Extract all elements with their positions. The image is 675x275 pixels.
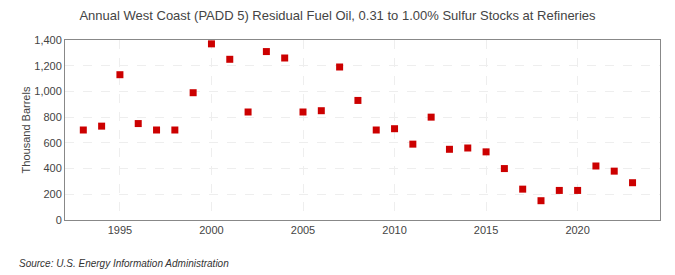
svg-text:2015: 2015	[474, 224, 498, 236]
svg-text:1,200: 1,200	[34, 60, 62, 72]
svg-text:Annual West Coast (PADD 5) Res: Annual West Coast (PADD 5) Residual Fuel…	[79, 8, 596, 23]
svg-text:2020: 2020	[565, 224, 589, 236]
svg-text:2010: 2010	[382, 224, 406, 236]
svg-text:1,000: 1,000	[34, 85, 62, 97]
svg-text:600: 600	[43, 137, 61, 149]
svg-text:1,400: 1,400	[34, 34, 62, 46]
svg-text:0: 0	[56, 214, 62, 226]
svg-text:800: 800	[43, 111, 61, 123]
svg-text:2000: 2000	[199, 224, 223, 236]
svg-text:200: 200	[43, 188, 61, 200]
svg-text:2005: 2005	[291, 224, 315, 236]
svg-text:Source: U.S. Energy Informatio: Source: U.S. Energy Information Administ…	[19, 258, 229, 269]
svg-text:Thousand Barrels: Thousand Barrels	[20, 86, 32, 173]
svg-text:400: 400	[43, 162, 61, 174]
svg-text:1995: 1995	[108, 224, 132, 236]
